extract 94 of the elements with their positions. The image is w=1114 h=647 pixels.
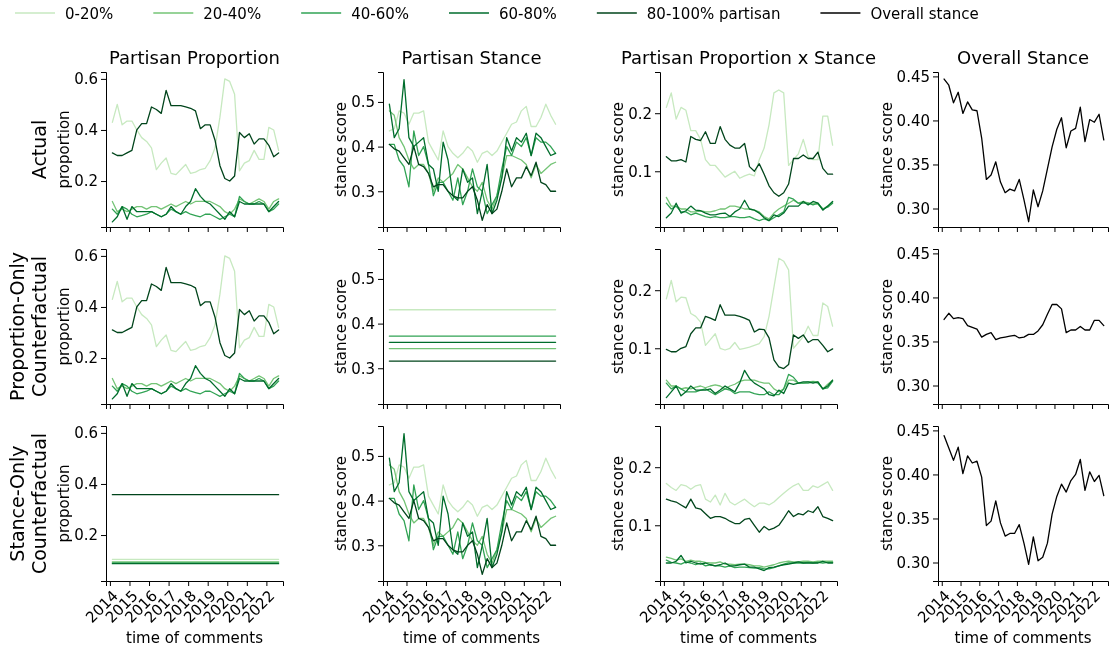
line-series [388,464,557,564]
y-tick-label: 0.45 [896,421,930,440]
y-tick-label: 0.30 [896,376,930,395]
y-tick-label: 0.5 [351,93,375,112]
line-series [111,375,280,392]
y-axis-title: stance score [609,102,628,197]
y-tick-label: 0.2 [74,349,98,368]
line-series [665,257,834,351]
legend-label: 20-40% [203,5,262,23]
y-axis-title: proportion [55,464,74,543]
line-series [111,78,280,176]
text: Actual [28,119,51,180]
legend-label: 80-100% partisan [646,5,781,23]
line-series [665,498,834,533]
x-axis-title: time of comments [403,628,541,647]
line-series [111,89,280,182]
line-series [388,103,557,163]
y-tick-label: 0.2 [628,458,652,477]
y-axis-title: stance score [877,456,896,551]
line-series [388,497,557,575]
y-axis-title: stance score [609,456,628,551]
x-axis-title: time of comments [680,628,818,647]
y-tick-label: 0.3 [351,182,375,201]
y-tick-label: 0.35 [896,509,930,528]
y-tick-label: 0.1 [628,339,652,358]
line-series [111,255,280,353]
y-tick-label: 0.2 [628,104,652,123]
line-series [665,125,834,197]
text: Proportion-Only Counterfactual [6,252,51,401]
y-axis-title: stance score [877,102,896,197]
line-series [943,303,1105,341]
line-series [388,484,557,569]
line-series [388,457,557,517]
line-series [665,89,834,179]
y-tick-label: 0.45 [896,67,930,86]
y-tick-label: 0.30 [896,199,930,218]
y-tick-label: 0.40 [896,288,930,307]
text: Stance-Only Counterfactual [6,432,51,575]
y-tick-label: 0.6 [74,424,98,443]
y-tick-label: 0.35 [896,155,930,174]
chart-title: Partisan Proportion [109,47,280,68]
y-tick-label: 0.3 [351,359,375,378]
line-series [388,130,557,215]
y-tick-label: 0.5 [351,447,375,466]
y-tick-label: 0.2 [74,172,98,191]
y-tick-label: 0.40 [896,465,930,484]
y-axis-title: stance score [332,456,351,551]
line-series [665,379,834,393]
legend-label: 40-60% [351,5,409,23]
line-series [388,432,557,569]
y-tick-label: 0.45 [896,244,930,263]
line-series [111,266,280,359]
line-series [111,365,280,400]
y-tick-label: 0.4 [351,137,375,156]
y-axis-title: proportion [55,110,74,189]
y-tick-label: 0.3 [351,536,375,555]
y-tick-label: 0.2 [74,526,98,545]
line-series [665,554,834,572]
chart-title: Partisan Proportion x Stance [621,47,876,68]
line-series [388,110,557,210]
y-axis-title: stance score [877,279,896,374]
y-tick-label: 0.30 [896,553,930,572]
line-series [665,481,834,508]
y-tick-label: 0.4 [74,121,98,140]
line-series [111,198,280,215]
y-tick-label: 0.5 [351,270,375,289]
y-tick-label: 0.40 [896,111,930,130]
line-series [388,143,557,221]
legend-label: 60-80% [498,5,557,23]
y-tick-label: 0.1 [628,162,652,181]
line-series [111,188,280,223]
y-tick-label: 0.4 [74,475,98,494]
line-series [388,78,557,215]
y-axis-title: stance score [332,279,351,374]
y-tick-label: 0.6 [74,70,98,89]
y-tick-label: 0.2 [628,281,652,300]
legend-label: 0-20% [65,5,114,23]
y-tick-label: 0.4 [351,314,375,333]
y-axis-title: proportion [55,287,74,366]
line-series [665,304,834,370]
line-series [943,435,1105,565]
x-axis-title: time of comments [126,628,264,647]
y-tick-label: 0.1 [628,516,652,535]
y-tick-label: 0.4 [74,298,98,317]
y-tick-label: 0.4 [351,491,375,510]
chart-title: Partisan Stance [401,47,542,68]
y-tick-label: 0.6 [74,247,98,266]
line-series [943,78,1105,223]
chart-title: Overall Stance [957,47,1089,68]
y-axis-title: stance score [609,279,628,374]
x-axis-title: time of comments [954,628,1092,647]
y-axis-title: stance score [332,102,351,197]
y-tick-label: 0.35 [896,332,930,351]
legend-label: Overall stance [870,5,979,23]
